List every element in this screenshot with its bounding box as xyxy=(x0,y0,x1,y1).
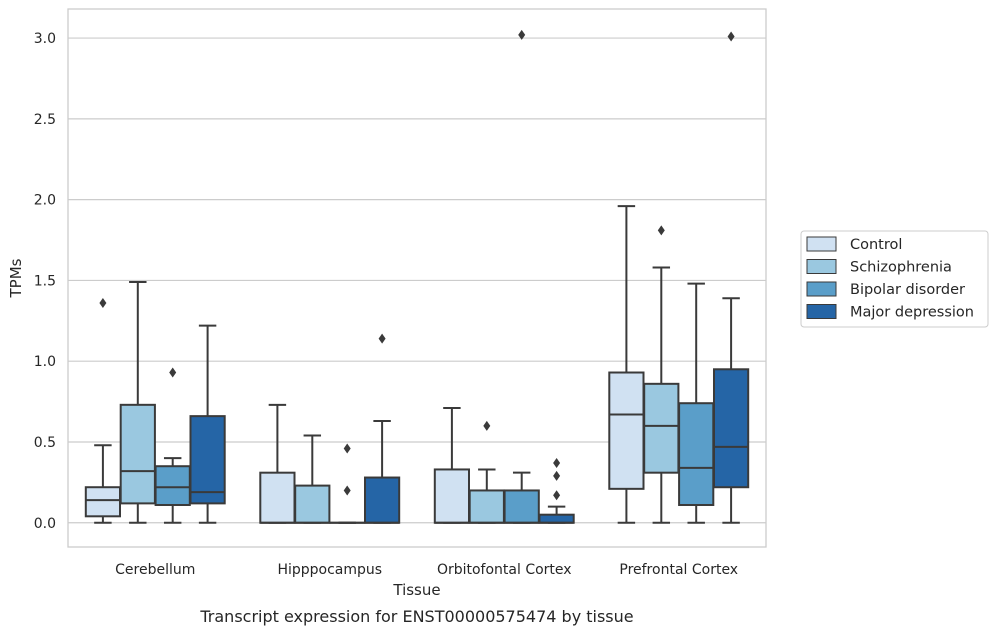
box-iqr xyxy=(538,513,575,524)
legend-label: Control xyxy=(850,237,902,253)
outlier-point xyxy=(518,29,526,40)
y-tick-label: 1.5 xyxy=(34,273,56,289)
box-iqr xyxy=(643,382,680,474)
legend-label: Major depression xyxy=(850,305,974,321)
legend-swatch xyxy=(806,281,837,297)
box-0-3 xyxy=(189,324,226,524)
x-tick-label: Prefrontal Cortex xyxy=(619,562,738,578)
box-3-2 xyxy=(678,282,715,524)
box-iqr xyxy=(294,484,331,524)
box-iqr xyxy=(433,468,471,524)
x-tick-label: Orbitofontal Cortex xyxy=(437,562,572,578)
y-tick-label: 3.0 xyxy=(34,31,56,47)
outlier-point xyxy=(343,443,351,454)
y-axis-label: TPMs xyxy=(7,258,25,298)
box-0-0 xyxy=(84,298,122,524)
box-1-2 xyxy=(329,443,366,524)
plot-frame xyxy=(67,8,767,548)
box-2-2 xyxy=(503,29,540,524)
box-iqr xyxy=(608,371,645,490)
box-iqr xyxy=(503,489,540,524)
box-1-3 xyxy=(363,333,401,524)
chart-caption: Transcript expression for ENST0000057547… xyxy=(199,607,633,626)
outlier-point xyxy=(657,225,665,236)
y-tick-label: 1.0 xyxy=(34,354,56,370)
plot-boxes xyxy=(84,29,750,524)
box-iqr xyxy=(678,402,715,506)
legend-swatch xyxy=(806,259,837,274)
legend-frame xyxy=(800,230,989,328)
x-tick-label: Hipppocampus xyxy=(277,562,382,578)
y-tick-label: 2.0 xyxy=(34,193,56,209)
y-tick-label: 0.5 xyxy=(34,435,56,451)
y-tick-label: 0.0 xyxy=(34,516,56,532)
box-3-0 xyxy=(608,205,645,524)
box-2-3 xyxy=(538,457,575,524)
x-tick-label: Cerebellum xyxy=(115,562,195,578)
outlier-point xyxy=(553,470,561,481)
box-iqr xyxy=(468,489,505,524)
box-2-0 xyxy=(433,407,471,524)
box-iqr xyxy=(84,486,122,518)
box-iqr xyxy=(154,465,191,506)
box-iqr xyxy=(119,403,156,505)
outlier-point xyxy=(483,420,491,431)
legend-label: Bipolar disorder xyxy=(850,282,965,298)
outlier-point xyxy=(727,31,735,42)
outlier-point xyxy=(378,333,386,344)
box-3-3 xyxy=(712,31,750,524)
box-0-1 xyxy=(119,281,156,524)
box-2-1 xyxy=(468,420,505,524)
legend-swatch xyxy=(806,236,837,252)
box-1-1 xyxy=(294,434,331,524)
outlier-point xyxy=(343,485,351,496)
box-iqr xyxy=(259,471,296,524)
x-axis-ticks: Cerebellum Hipppocampus Orbitofontal Corte… xyxy=(115,562,738,578)
outlier-point xyxy=(553,490,561,501)
box-0-2 xyxy=(154,367,191,524)
y-axis-ticks: 0.0 0.5 1.0 1.5 2.0 2.5 3.0 xyxy=(34,31,56,532)
outlier-point xyxy=(169,367,177,378)
y-tick-label: 2.5 xyxy=(34,112,56,128)
legend-label: Schizophrenia xyxy=(850,260,952,276)
legend: Control Schizophrenia Bipolar disorder Majo… xyxy=(800,230,989,328)
box-iqr xyxy=(712,368,750,489)
x-axis-label: Tissue xyxy=(392,581,440,599)
legend-swatch xyxy=(806,304,837,319)
outlier-point xyxy=(99,298,107,309)
grid-lines xyxy=(68,37,766,524)
box-iqr xyxy=(189,415,226,505)
box-1-0 xyxy=(259,403,296,524)
box-iqr xyxy=(363,476,401,524)
outlier-point xyxy=(553,457,561,468)
box-3-1 xyxy=(643,225,680,524)
